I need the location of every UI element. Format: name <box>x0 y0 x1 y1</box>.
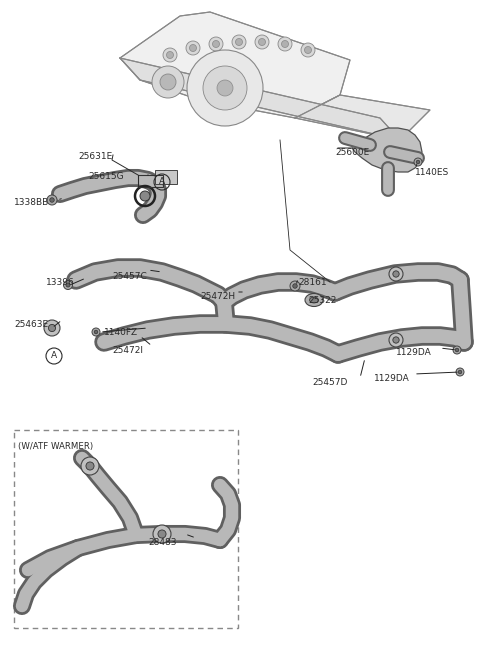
Circle shape <box>190 45 196 51</box>
Circle shape <box>416 160 420 164</box>
Circle shape <box>414 158 422 166</box>
Circle shape <box>393 271 399 277</box>
Text: A: A <box>159 177 165 187</box>
Circle shape <box>293 284 297 288</box>
Circle shape <box>255 35 269 49</box>
Circle shape <box>47 195 57 205</box>
Circle shape <box>48 325 56 332</box>
Circle shape <box>389 267 403 281</box>
Circle shape <box>160 74 176 90</box>
Circle shape <box>94 330 98 334</box>
Bar <box>138 175 163 187</box>
Text: 28483: 28483 <box>148 538 177 547</box>
Circle shape <box>453 346 461 354</box>
Text: 25457C: 25457C <box>112 272 147 281</box>
Circle shape <box>153 525 171 543</box>
Circle shape <box>278 37 292 51</box>
Bar <box>155 170 177 184</box>
Text: 25322: 25322 <box>308 296 336 305</box>
Circle shape <box>393 337 399 343</box>
Circle shape <box>455 348 459 351</box>
Circle shape <box>92 328 100 336</box>
Circle shape <box>158 530 166 538</box>
Circle shape <box>209 37 223 51</box>
Text: 25631E: 25631E <box>78 152 112 161</box>
Text: 13396: 13396 <box>46 278 75 287</box>
Text: (W/ATF WARMER): (W/ATF WARMER) <box>18 442 93 451</box>
Circle shape <box>167 51 173 58</box>
Text: 25463E: 25463E <box>14 320 48 329</box>
Circle shape <box>163 48 177 62</box>
Polygon shape <box>120 12 350 118</box>
Circle shape <box>66 283 70 287</box>
Circle shape <box>81 457 99 475</box>
Text: 1129DA: 1129DA <box>396 348 432 357</box>
Polygon shape <box>295 95 430 140</box>
Text: 25472I: 25472I <box>112 346 143 355</box>
Ellipse shape <box>305 294 323 307</box>
Text: A: A <box>51 351 57 361</box>
Circle shape <box>86 462 94 470</box>
Circle shape <box>304 47 312 53</box>
Circle shape <box>50 198 54 202</box>
Circle shape <box>290 281 300 291</box>
Text: 25600E: 25600E <box>335 148 369 157</box>
Circle shape <box>152 66 184 98</box>
Polygon shape <box>352 128 422 172</box>
Circle shape <box>389 333 403 347</box>
Text: 25457D: 25457D <box>312 378 348 387</box>
Circle shape <box>232 35 246 49</box>
Circle shape <box>186 41 200 55</box>
Text: 25472H: 25472H <box>200 292 235 301</box>
Circle shape <box>456 368 464 376</box>
Text: 1129DA: 1129DA <box>374 374 410 383</box>
Circle shape <box>140 191 150 201</box>
Circle shape <box>217 80 233 96</box>
Polygon shape <box>120 58 400 140</box>
Text: 1338BB: 1338BB <box>14 198 49 207</box>
Text: 1140FZ: 1140FZ <box>104 328 138 337</box>
Circle shape <box>203 66 247 110</box>
Text: 1140ES: 1140ES <box>415 168 449 177</box>
Circle shape <box>281 41 288 47</box>
Circle shape <box>213 41 219 47</box>
Ellipse shape <box>310 297 319 303</box>
Text: 28161: 28161 <box>298 278 326 287</box>
Circle shape <box>301 43 315 57</box>
Circle shape <box>63 281 72 290</box>
Circle shape <box>259 39 265 45</box>
Circle shape <box>187 50 263 126</box>
Circle shape <box>44 320 60 336</box>
Circle shape <box>458 370 462 374</box>
Text: 25615G: 25615G <box>88 172 124 181</box>
Bar <box>14 430 238 628</box>
Circle shape <box>236 39 242 45</box>
